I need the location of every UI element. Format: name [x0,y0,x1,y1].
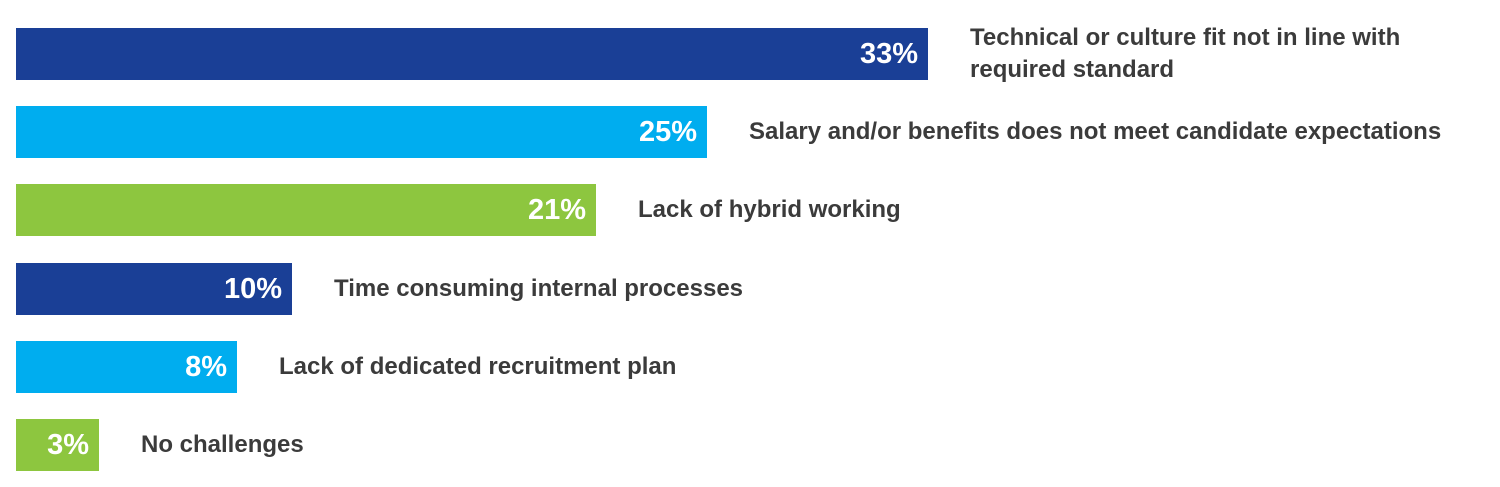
bar-row: 10% Time consuming internal processes [0,263,1500,315]
bar [16,419,99,471]
bar-category-label: No challenges [141,419,304,471]
bar [16,341,237,393]
bar-category-label: Salary and/or benefits does not meet can… [749,106,1441,158]
bar-category-label: Lack of dedicated recruitment plan [279,341,676,393]
bar-value-label: 3% [47,429,89,461]
bar-row: 3% No challenges [0,419,1500,471]
bar-category-label: Technical or culture fit not in line wit… [970,24,1400,83]
bar-value-label: 33% [859,38,918,70]
bar-category-label: Lack of hybrid working [638,184,901,236]
bar-row: 33% Technical or culture fit not in line … [0,24,1500,83]
bar-category-label-line: Time consuming internal processes [334,275,744,302]
bar [16,106,707,158]
bar-category-label-line: Lack of hybrid working [638,196,901,223]
bar-category-label-line: Technical or culture fit not in line wit… [970,24,1401,51]
bar-category-label-line: required standard [970,56,1175,83]
bar-category-label: Time consuming internal processes [334,263,743,315]
bar-value-label: 21% [527,194,586,226]
bar-row: 21% Lack of hybrid working [0,184,1500,236]
bar [16,184,596,236]
bar [16,28,928,80]
bar-value-label: 8% [185,351,227,383]
bar-category-label-line: Salary and/or benefits does not meet can… [749,118,1442,145]
bar-category-label-line: No challenges [141,431,304,458]
bar-value-label: 10% [223,273,282,305]
bar-category-label-line: Lack of dedicated recruitment plan [279,353,677,380]
bar-value-label: 25% [638,116,697,148]
bar [16,263,292,315]
bar-row: 25% Salary and/or benefits does not meet … [0,106,1500,158]
bar-row: 8% Lack of dedicated recruitment plan [0,341,1500,393]
